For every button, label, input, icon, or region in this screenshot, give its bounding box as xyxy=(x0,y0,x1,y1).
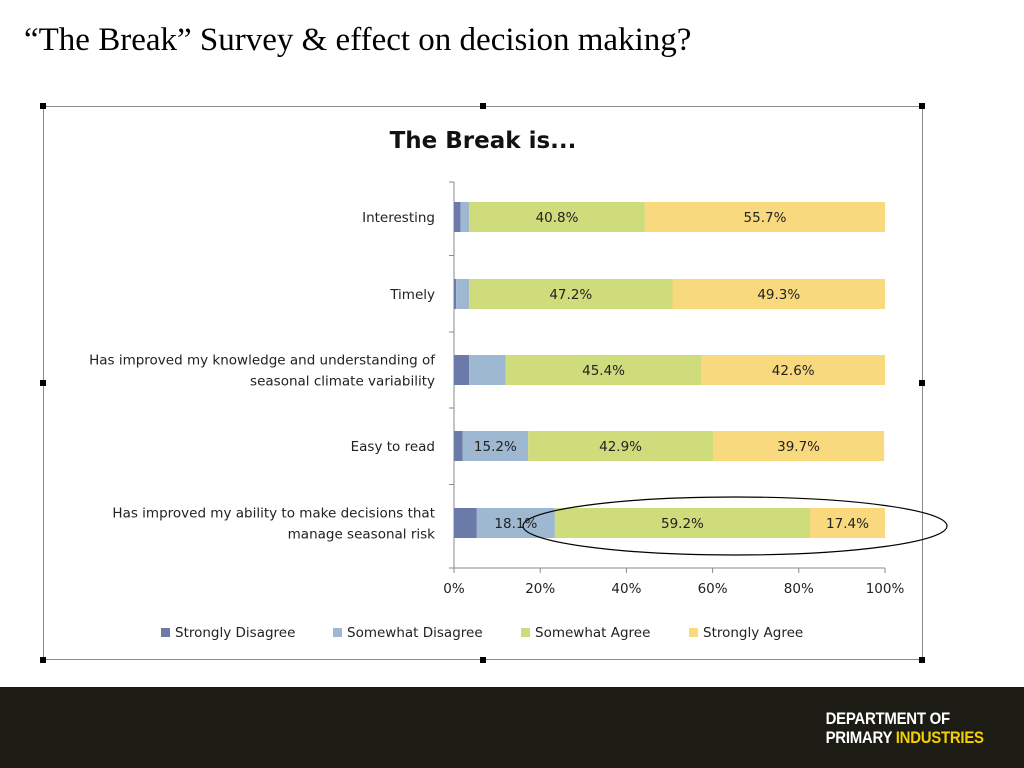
logo-line-1: DEPARTMENT OF xyxy=(825,709,951,728)
bar-segment-3-3 xyxy=(713,431,885,461)
data-label: 15.2% xyxy=(474,439,517,455)
legend-label: Strongly Agree xyxy=(703,625,803,641)
data-label: 42.6% xyxy=(772,363,815,379)
x-tick-label: 80% xyxy=(784,581,814,597)
x-tick-label: 20% xyxy=(525,581,555,597)
bar-segment-1-3 xyxy=(462,431,529,461)
legend-swatch-3 xyxy=(689,628,698,637)
legend-swatch-2 xyxy=(521,628,530,637)
bar-segment-1-1 xyxy=(456,279,470,309)
bar-segment-0-3 xyxy=(454,431,463,461)
bar-segment-3-4 xyxy=(810,508,885,538)
bar-segment-0-2 xyxy=(454,355,470,385)
bar-segment-3-2 xyxy=(701,355,885,385)
logo-line-2a: PRIMARY xyxy=(825,728,893,747)
chart-title: The Break is... xyxy=(390,128,577,154)
bar-segment-3-0 xyxy=(644,202,885,232)
category-label: manage seasonal risk xyxy=(288,527,436,543)
data-label: 49.3% xyxy=(757,287,800,303)
bar-segment-1-2 xyxy=(469,355,506,385)
category-label: seasonal climate variability xyxy=(250,374,435,390)
bar-segment-2-3 xyxy=(528,431,714,461)
resize-handle-sw[interactable] xyxy=(40,657,46,663)
resize-handle-s[interactable] xyxy=(480,657,486,663)
x-tick-label: 0% xyxy=(443,581,465,597)
resize-handle-w[interactable] xyxy=(40,380,46,386)
bar-segment-2-4 xyxy=(554,508,811,538)
data-label: 17.4% xyxy=(826,516,869,532)
legend-label: Somewhat Disagree xyxy=(347,625,483,641)
resize-handle-n[interactable] xyxy=(480,103,486,109)
data-label: 59.2% xyxy=(661,516,704,532)
resize-handle-se[interactable] xyxy=(919,657,925,663)
legend-swatch-0 xyxy=(161,628,170,637)
x-tick-label: 40% xyxy=(611,581,641,597)
bar-segment-0-4 xyxy=(454,508,477,538)
resize-handle-nw[interactable] xyxy=(40,103,46,109)
bar-segment-3-1 xyxy=(672,279,885,309)
category-label: Easy to read xyxy=(351,439,435,455)
bar-segment-0-0 xyxy=(454,202,461,232)
bar-segment-2-2 xyxy=(505,355,702,385)
data-label: 47.2% xyxy=(549,287,592,303)
data-label: 40.8% xyxy=(536,210,579,226)
x-tick-label: 60% xyxy=(698,581,728,597)
bar-segment-2-1 xyxy=(469,279,673,309)
bar-segment-1-0 xyxy=(460,202,470,232)
bar-segment-2-0 xyxy=(469,202,645,232)
bar-segment-0-1 xyxy=(454,279,457,309)
legend-label: Strongly Disagree xyxy=(175,625,295,641)
legend-swatch-1 xyxy=(333,628,342,637)
stacked-bar-chart: The Break is... 0% 20% 40% 60% 80% 100% Interes… xyxy=(89,128,948,641)
data-label: 55.7% xyxy=(744,210,787,226)
slide-title: “The Break” Survey & effect on decision … xyxy=(24,22,692,58)
resize-handle-ne[interactable] xyxy=(919,103,925,109)
department-logo: DEPARTMENT OF PRIMARY INDUSTRIES xyxy=(826,709,984,747)
bar-segment-1-4 xyxy=(476,508,555,538)
resize-handle-e[interactable] xyxy=(919,380,925,386)
data-label: 39.7% xyxy=(777,439,820,455)
legend-label: Somewhat Agree xyxy=(535,625,650,641)
x-tick-label: 100% xyxy=(866,581,905,597)
data-label: 45.4% xyxy=(582,363,625,379)
category-label: Interesting xyxy=(362,210,435,226)
category-label: Has improved my ability to make decision… xyxy=(112,506,435,522)
logo-line-2b: INDUSTRIES xyxy=(896,728,984,747)
data-label: 42.9% xyxy=(599,439,642,455)
category-label: Timely xyxy=(389,287,435,303)
category-label: Has improved my knowledge and understand… xyxy=(89,353,436,369)
footer-bar: DEPARTMENT OF PRIMARY INDUSTRIES xyxy=(0,687,1024,768)
highlight-ellipse xyxy=(522,496,948,556)
